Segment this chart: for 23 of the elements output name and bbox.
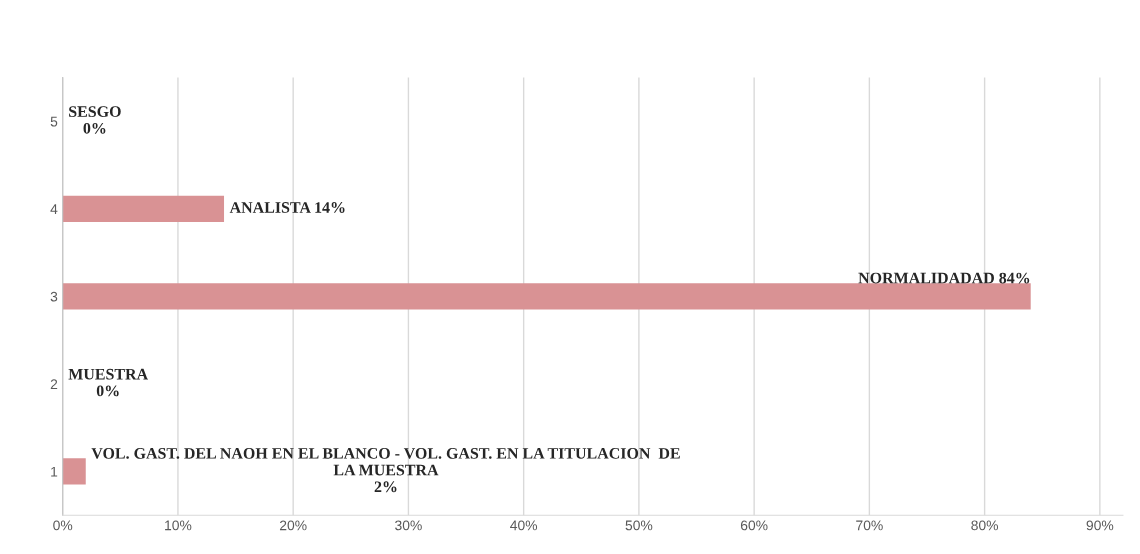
- x-tick-label: 10%: [165, 520, 192, 531]
- data-label: VOL. GAST. DEL NAOH EN EL BLANCO - VOL. GAST. EN LA TITULACION DE LA MUESTRA 2%: [91, 448, 680, 493]
- x-tick-label: 40%: [510, 520, 538, 531]
- y-tick-label: 3: [50, 291, 58, 302]
- y-tick-label: 2: [50, 379, 58, 389]
- x-tick-label: 80%: [971, 520, 999, 531]
- x-tick-label: 20%: [279, 520, 307, 531]
- bar: [62, 458, 86, 485]
- x-tick-label: 90%: [1086, 520, 1114, 531]
- x-tick-label: 0%: [53, 520, 73, 531]
- data-label: ANALISTA 14%: [229, 202, 345, 213]
- data-label: MUESTRA 0%: [68, 368, 149, 397]
- x-tick-label: 50%: [625, 520, 653, 531]
- data-label: NORMALIDADAD 84%: [858, 272, 1030, 284]
- x-tick-label: 30%: [395, 520, 422, 531]
- y-tick-label: 4: [50, 204, 58, 214]
- x-tick-label: 60%: [740, 520, 768, 531]
- y-tick-label: 1: [51, 466, 58, 477]
- data-label: SESGO 0%: [69, 106, 121, 134]
- y-tick-label: 5: [50, 116, 58, 127]
- bar: [62, 195, 225, 222]
- bar: [62, 283, 1031, 310]
- x-tick-label: 70%: [856, 520, 883, 531]
